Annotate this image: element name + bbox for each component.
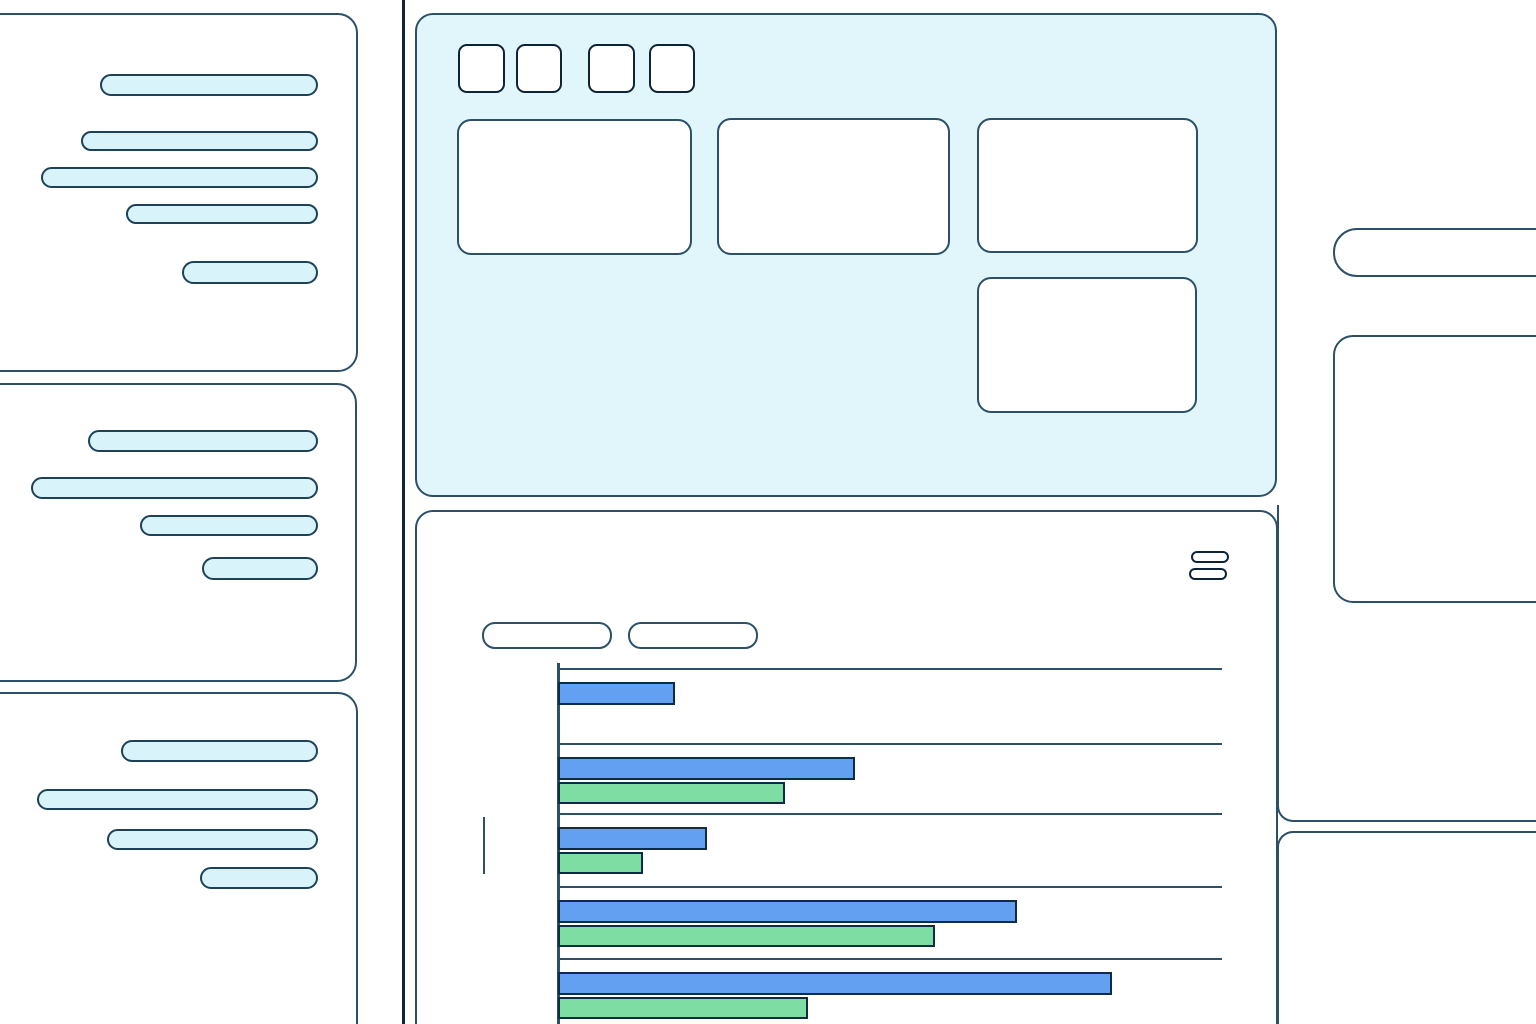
chart-bar-blue: [558, 900, 1017, 923]
chart-bar-blue: [558, 757, 855, 780]
stat-icon-tile[interactable]: [588, 44, 635, 93]
stats-panel: [415, 13, 1277, 497]
text-placeholder-bar: [126, 204, 318, 224]
right-search-pill[interactable]: [1333, 228, 1536, 277]
gridline: [558, 958, 1222, 960]
text-placeholder-bar: [107, 829, 318, 850]
sidebar-card: [0, 13, 358, 372]
chart-bar-blue: [558, 682, 675, 705]
gridline: [558, 668, 1222, 670]
chart-bar-blue: [558, 972, 1112, 995]
text-placeholder-bar: [88, 430, 318, 452]
gridline: [558, 813, 1222, 815]
stat-icon-tile[interactable]: [458, 44, 505, 93]
chart-bar-blue: [558, 827, 707, 850]
chart-bar-green: [558, 852, 643, 874]
text-placeholder-bar: [121, 740, 318, 762]
chart-menu-icon[interactable]: [1183, 545, 1235, 585]
text-placeholder-bar: [182, 261, 318, 284]
axis-label-line: [483, 817, 485, 874]
chart-bar-green: [558, 997, 808, 1019]
filter-pill-button[interactable]: [628, 622, 758, 649]
stat-card: [977, 277, 1197, 413]
right-card: [1333, 335, 1536, 603]
menu-icon-line: [1189, 568, 1227, 580]
text-placeholder-bar: [202, 557, 318, 580]
filter-pill-button[interactable]: [482, 622, 612, 649]
stat-card: [457, 119, 692, 255]
right-panel-lower: [1277, 831, 1536, 1024]
stat-card: [977, 118, 1198, 253]
text-placeholder-bar: [200, 867, 318, 889]
stat-card: [717, 118, 950, 255]
menu-icon-line: [1191, 551, 1229, 563]
text-placeholder-bar: [41, 167, 318, 188]
chart-bar-green: [558, 782, 785, 804]
gridline: [558, 743, 1222, 745]
text-placeholder-bar: [140, 515, 318, 536]
text-placeholder-bar: [37, 789, 318, 810]
text-placeholder-bar: [100, 74, 318, 96]
stat-icon-tile[interactable]: [649, 44, 695, 93]
content-divider: [402, 0, 405, 1024]
gridline: [558, 886, 1222, 888]
text-placeholder-bar: [31, 477, 318, 499]
stat-icon-tile[interactable]: [516, 44, 562, 93]
chart-bar-green: [558, 925, 935, 947]
right-panel-upper: [1277, 505, 1536, 822]
text-placeholder-bar: [81, 131, 318, 151]
